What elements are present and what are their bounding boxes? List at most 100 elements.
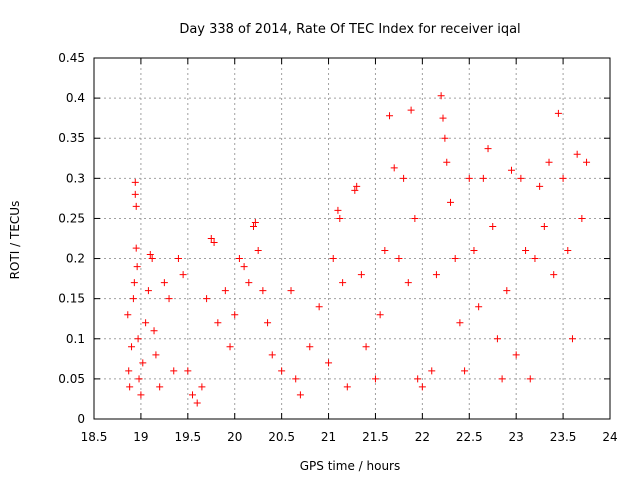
- data-point: [343, 383, 351, 391]
- data-point: [221, 287, 229, 295]
- data-point: [418, 383, 426, 391]
- data-point: [160, 279, 168, 287]
- x-tick-label: 20.5: [268, 430, 295, 444]
- data-point: [329, 255, 337, 263]
- data-point: [428, 367, 436, 375]
- y-tick-label: 0.2: [66, 252, 85, 266]
- data-point: [249, 222, 257, 230]
- data-point: [540, 222, 548, 230]
- data-point: [125, 367, 133, 375]
- data-point: [264, 319, 272, 327]
- x-tick-label: 22: [415, 430, 430, 444]
- data-point: [129, 295, 137, 303]
- data-point: [353, 182, 361, 190]
- data-point: [376, 311, 384, 319]
- data-point: [484, 145, 492, 153]
- y-tick-label: 0.15: [58, 292, 85, 306]
- y-tick-label: 0.3: [66, 171, 85, 185]
- data-point: [278, 367, 286, 375]
- data-point: [404, 279, 412, 287]
- data-point: [522, 247, 530, 255]
- data-point: [152, 351, 160, 359]
- data-point: [315, 303, 323, 311]
- data-point: [443, 158, 451, 166]
- data-point: [132, 202, 140, 210]
- data-point: [456, 319, 464, 327]
- data-point: [512, 351, 520, 359]
- data-point: [165, 295, 173, 303]
- data-point: [139, 359, 147, 367]
- data-point: [507, 166, 515, 174]
- data-point: [214, 319, 222, 327]
- data-point: [134, 335, 142, 343]
- data-point: [451, 255, 459, 263]
- data-point: [207, 235, 215, 242]
- data-point: [517, 174, 525, 182]
- data-point: [226, 343, 234, 351]
- data-point: [179, 271, 187, 279]
- chart-title: Day 338 of 2014, Rate Of TEC Index for r…: [179, 22, 520, 37]
- data-point: [339, 279, 347, 287]
- data-point: [554, 109, 562, 117]
- data-point: [545, 158, 553, 166]
- x-tick-labels: 18.5 19 19.5 20 20.5 21 21.5 22 22.5 23 23.5 24: [81, 430, 618, 444]
- x-axis-label: GPS time / hours: [300, 459, 401, 473]
- x-tick-label: 23.5: [550, 430, 577, 444]
- data-point: [475, 303, 483, 311]
- data-point: [189, 391, 197, 399]
- data-point: [131, 178, 139, 186]
- data-point: [268, 351, 276, 359]
- x-tick-label: 22.5: [456, 430, 483, 444]
- data-point: [351, 186, 359, 194]
- data-point: [564, 247, 572, 255]
- data-point: [150, 327, 158, 335]
- data-point: [400, 174, 408, 182]
- data-point: [287, 287, 295, 295]
- data-point: [235, 255, 243, 263]
- data-point: [357, 271, 365, 279]
- data-point: [395, 255, 403, 263]
- data-point: [503, 287, 511, 295]
- x-tick-label: 24: [602, 430, 617, 444]
- data-point: [531, 255, 539, 263]
- y-tick-label: 0.05: [58, 372, 85, 386]
- data-point: [203, 295, 211, 303]
- x-tick-label: 23: [509, 430, 524, 444]
- data-point: [414, 375, 422, 383]
- x-tick-label: 19.5: [174, 430, 201, 444]
- tick-layer: [93, 57, 611, 420]
- data-point: [470, 247, 478, 255]
- data-point: [526, 375, 534, 383]
- data-point: [336, 214, 344, 222]
- data-point: [146, 251, 154, 259]
- data-point: [292, 375, 300, 383]
- data-point: [489, 222, 497, 230]
- data-point: [198, 383, 206, 391]
- data-point: [124, 311, 132, 319]
- data-point: [131, 190, 139, 198]
- data-point: [439, 114, 447, 122]
- y-tick-label: 0.4: [66, 91, 85, 105]
- data-point: [174, 255, 182, 263]
- x-tick-label: 18.5: [81, 430, 108, 444]
- data-point: [447, 198, 455, 206]
- x-tick-label: 19: [133, 430, 148, 444]
- data-point: [184, 367, 192, 375]
- data-point: [240, 263, 248, 271]
- data-point: [325, 359, 333, 367]
- data-point: [568, 335, 576, 343]
- data-point: [578, 214, 586, 222]
- data-point: [550, 271, 558, 279]
- data-point: [407, 106, 415, 114]
- data-point: [441, 134, 449, 142]
- y-tick-label: 0.25: [58, 211, 85, 225]
- data-point: [251, 218, 259, 226]
- data-point: [461, 367, 469, 375]
- data-point: [334, 206, 342, 214]
- y-tick-labels: 0 0.05 0.1 0.15 0.2 0.25 0.3 0.35 0.4 0.45: [58, 51, 85, 426]
- x-tick-label: 21.5: [362, 430, 389, 444]
- data-point: [465, 174, 473, 182]
- y-axis-label: ROTI / TECUs: [8, 201, 22, 280]
- y-tick-label: 0.35: [58, 131, 85, 145]
